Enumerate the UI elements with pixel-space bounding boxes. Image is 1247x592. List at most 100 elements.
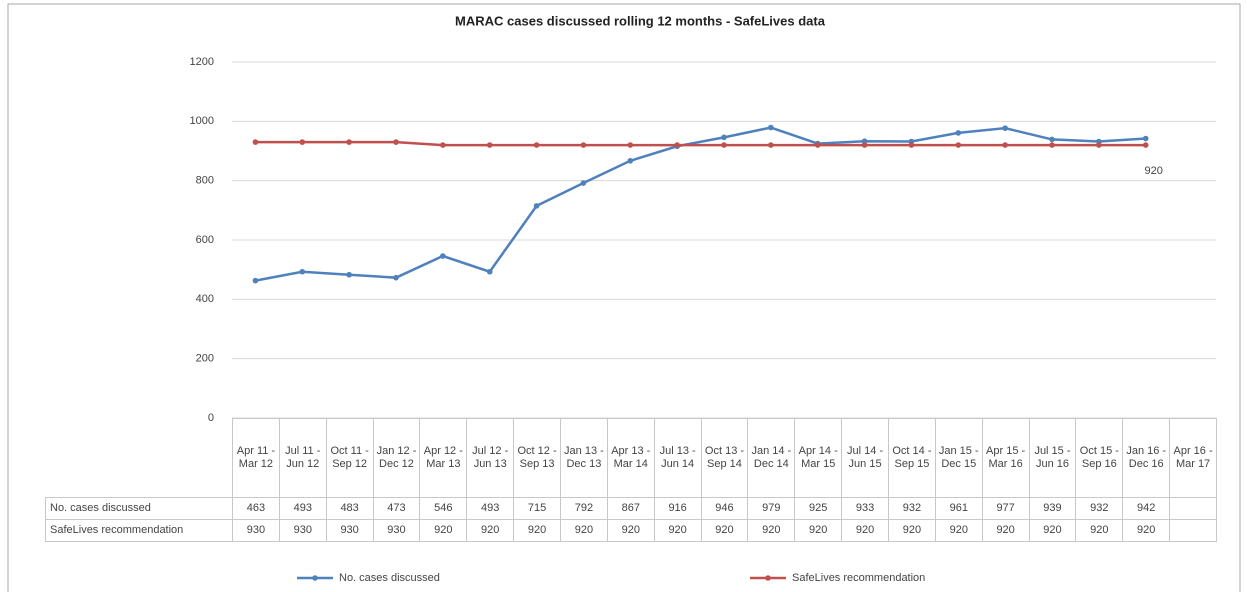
- category-label: Jan 12 - Dec 12: [372, 418, 421, 498]
- series-marker: [1002, 125, 1008, 131]
- legend-marker: [312, 575, 318, 581]
- table-value: 493: [278, 497, 327, 520]
- category-label: Apr 15 - Mar 16: [981, 418, 1030, 498]
- category-label: Jul 12 - Jun 13: [466, 418, 515, 498]
- category-label: Oct 11 - Sep 12: [325, 418, 374, 498]
- series-marker: [252, 277, 259, 284]
- series-marker: [440, 142, 446, 148]
- table-value: 961: [934, 497, 983, 520]
- table-value: 920: [1075, 519, 1124, 542]
- table-value: 977: [981, 497, 1030, 520]
- series-marker: [861, 142, 868, 148]
- table-value: 920: [841, 519, 889, 542]
- table-value: 715: [513, 497, 561, 520]
- series-marker: [299, 139, 306, 145]
- series-marker: [299, 268, 306, 275]
- table-value: 920: [560, 519, 608, 542]
- table-value: 930: [278, 519, 327, 542]
- series-marker: [346, 139, 352, 145]
- series-marker: [486, 268, 493, 275]
- table-value: 930: [232, 519, 280, 542]
- series-marker: [533, 142, 540, 148]
- series-marker: [1096, 142, 1102, 148]
- category-label: Jan 15 - Dec 15: [934, 418, 983, 498]
- table-value: 920: [888, 519, 936, 542]
- table-value: 925: [794, 497, 843, 520]
- category-label: Apr 14 - Mar 15: [794, 418, 843, 498]
- table-value: 920: [1028, 519, 1077, 542]
- table-value: 946: [700, 497, 749, 520]
- series-marker: [252, 139, 259, 145]
- table-value: 493: [466, 497, 515, 520]
- y-tick-label: 200: [196, 353, 214, 365]
- series-marker: [346, 271, 352, 278]
- series-line: [255, 140, 1146, 147]
- table-value: 920: [981, 519, 1030, 542]
- table-value: 933: [841, 497, 889, 520]
- table-value: 920: [747, 519, 796, 542]
- series-marker: [768, 142, 774, 148]
- table-value: 932: [1075, 497, 1124, 520]
- series-marker: [674, 142, 680, 148]
- table-value: 792: [560, 497, 608, 520]
- table-value: 920: [1122, 519, 1171, 542]
- y-tick-label: 0: [208, 412, 214, 424]
- series-marker: [955, 142, 962, 148]
- series-marker: [533, 203, 540, 209]
- series-marker: [627, 142, 634, 148]
- category-label: Apr 11 - Mar 12: [232, 418, 280, 498]
- table-value: 483: [325, 497, 374, 520]
- legend-label: SafeLives recommendation: [792, 572, 925, 584]
- category-label: Jul 15 - Jun 16: [1028, 418, 1077, 498]
- table-value: 920: [513, 519, 561, 542]
- y-tick-label: 1000: [190, 115, 214, 127]
- series-marker: [1049, 136, 1055, 143]
- series-marker: [1002, 142, 1008, 148]
- table-value: 920: [653, 519, 702, 542]
- category-label: Apr 12 - Mar 13: [419, 418, 468, 498]
- category-label: Oct 14 - Sep 15: [888, 418, 936, 498]
- chart-title: MARAC cases discussed rolling 12 months …: [455, 13, 826, 28]
- series-marker: [721, 142, 727, 148]
- table-value: 932: [888, 497, 936, 520]
- table-value: 939: [1028, 497, 1077, 520]
- table-value: 942: [1122, 497, 1171, 520]
- series-marker: [908, 142, 915, 148]
- table-value: [1169, 497, 1217, 520]
- series-marker: [627, 157, 634, 164]
- table-value: 867: [606, 497, 655, 520]
- series-line: [255, 126, 1146, 282]
- table-value: 920: [794, 519, 843, 542]
- category-label: Apr 13 - Mar 14: [606, 418, 655, 498]
- category-label: Oct 13 - Sep 14: [700, 418, 749, 498]
- category-label: Apr 16 - Mar 17: [1169, 418, 1217, 498]
- series-marker: [861, 138, 868, 145]
- table-value: 930: [372, 519, 421, 542]
- category-label: Jan 16 - Dec 16: [1122, 418, 1171, 498]
- table-row-label: SafeLives recommendation: [45, 519, 233, 542]
- series-marker: [814, 142, 821, 148]
- table-value: 546: [419, 497, 468, 520]
- chart-frame: [7, 3, 1241, 592]
- series-marker: [393, 139, 399, 145]
- table-value: 916: [653, 497, 702, 520]
- table-value: 473: [372, 497, 421, 520]
- series-marker: [1049, 142, 1055, 148]
- category-label: Jul 11 - Jun 12: [278, 418, 327, 498]
- y-tick-label: 1200: [190, 56, 214, 68]
- table-value: 930: [325, 519, 374, 542]
- table-value: [1169, 519, 1217, 542]
- table-value: 979: [747, 497, 796, 520]
- series-marker: [721, 134, 727, 141]
- table-value: 463: [232, 497, 280, 520]
- table-value: 920: [700, 519, 749, 542]
- series-marker: [440, 253, 446, 259]
- table-value: 920: [606, 519, 655, 542]
- category-label: Jul 14 - Jun 15: [841, 418, 889, 498]
- y-tick-label: 600: [196, 234, 214, 246]
- category-label: Oct 12 - Sep 13: [513, 418, 561, 498]
- legend-label: No. cases discussed: [339, 572, 440, 584]
- series-marker: [1142, 142, 1149, 148]
- series-marker: [955, 130, 962, 136]
